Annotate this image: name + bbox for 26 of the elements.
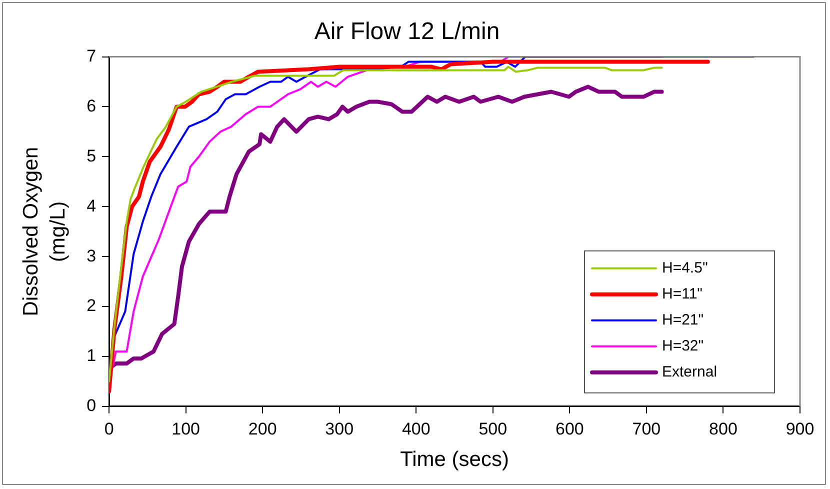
y-tick-label: 7 <box>86 46 96 66</box>
chart-title: Air Flow 12 L/min <box>314 18 500 46</box>
x-tick-label: 0 <box>104 419 114 438</box>
x-tick-label: 600 <box>555 419 584 438</box>
x-tick-label: 700 <box>632 419 661 438</box>
y-axis-title: Dissolved Oxygen (mg/L) <box>19 146 70 316</box>
legend-label: H=11" <box>662 286 702 303</box>
legend-label: H=4.5" <box>662 260 708 277</box>
y-tick-label: 4 <box>86 196 96 216</box>
y-tick-label: 5 <box>86 146 96 166</box>
x-tick-label: 400 <box>402 419 430 438</box>
y-tick-label: 3 <box>86 246 96 266</box>
y-tick-label: 0 <box>86 396 96 416</box>
x-tick-label: 800 <box>709 419 738 438</box>
legend-label: H=21" <box>662 312 704 329</box>
x-tick-label: 500 <box>478 419 508 438</box>
legend-label: External <box>662 364 718 381</box>
x-tick-label: 900 <box>786 419 814 438</box>
y-tick-label: 6 <box>86 96 96 116</box>
y-tick-label: 1 <box>86 346 96 366</box>
x-tick-label: 200 <box>248 419 277 438</box>
y-tick-label: 2 <box>86 296 96 316</box>
x-tick-label: 300 <box>325 419 354 438</box>
x-tick-label: 100 <box>172 419 200 438</box>
x-axis-title: Time (secs) <box>400 448 509 472</box>
legend-label: H=32" <box>662 338 704 355</box>
